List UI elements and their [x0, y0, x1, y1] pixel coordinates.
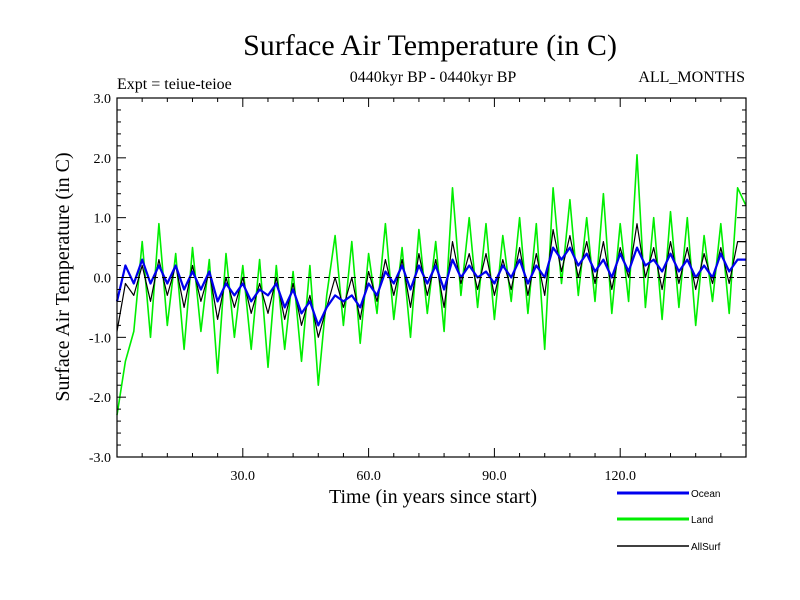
y-tick-label: 3.0	[94, 92, 112, 107]
experiment-label: Expt = teiue-teioe	[117, 76, 232, 93]
legend-label-land: Land	[691, 515, 713, 526]
y-tick-label: 0.0	[94, 272, 112, 287]
x-tick-labels: 30.0 60.0 90.0 120.0	[231, 469, 636, 484]
y-tick-label: 2.0	[94, 152, 112, 167]
series-line-ocean	[115, 246, 746, 327]
period-label: 0440kyr BP - 0440kyr BP	[350, 69, 517, 86]
chart-title: Surface Air Temperature (in C)	[243, 29, 617, 62]
legend-label-ocean: Ocean	[691, 489, 720, 500]
legend: Ocean Land AllSurf	[617, 489, 721, 553]
series-layer	[115, 154, 747, 416]
x-axis-label: Time (in years since start)	[329, 486, 537, 508]
x-tick-label: 60.0	[356, 469, 381, 484]
x-tick-label: 90.0	[482, 469, 507, 484]
months-label: ALL_MONTHS	[638, 69, 745, 86]
tick-layer	[116, 97, 747, 458]
y-tick-label: -2.0	[89, 391, 111, 406]
y-tick-label: -3.0	[89, 451, 111, 466]
x-tick-label: 30.0	[231, 469, 256, 484]
y-tick-labels: -3.0 -2.0 -1.0 0.0 1.0 2.0 3.0	[89, 92, 111, 466]
series-line-allsurf	[116, 223, 746, 338]
x-tick-label: 120.0	[604, 469, 636, 484]
y-tick-label: -1.0	[89, 331, 111, 346]
legend-label-allsurf: AllSurf	[691, 542, 721, 553]
y-axis-label: Surface Air Temperature (in C)	[52, 152, 74, 401]
y-tick-label: 1.0	[94, 212, 112, 227]
